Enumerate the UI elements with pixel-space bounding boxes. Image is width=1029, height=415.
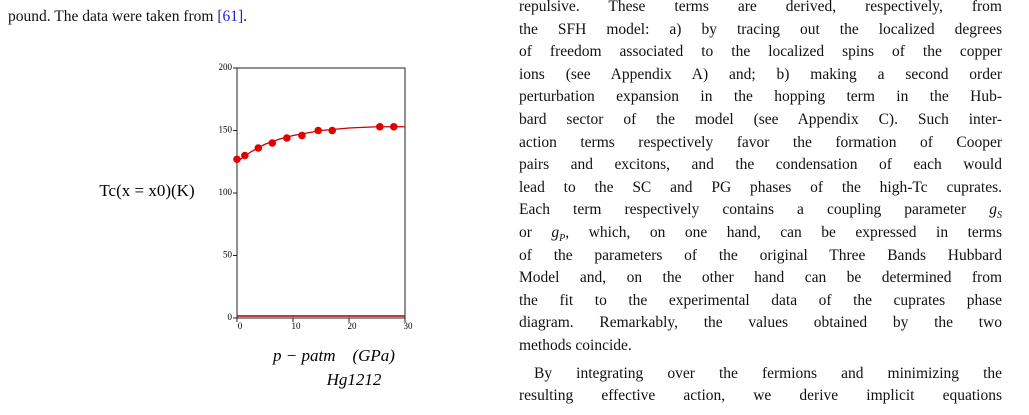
x-tick-label: 30 <box>404 321 414 331</box>
x-tick-label: 10 <box>292 321 302 331</box>
text-line: Model and, on the other hand can be dete… <box>519 268 1002 288</box>
text-line: lead to the SC and PG phases of the high… <box>519 178 1002 198</box>
y-axis-label: Tc(x = x0)(K) <box>99 181 194 200</box>
math-subscript: P <box>559 233 566 245</box>
y-tick-label: 100 <box>219 187 233 197</box>
math: g <box>551 224 560 241</box>
data-point <box>328 126 337 135</box>
text-line: perturbation expansion in the hopping te… <box>519 87 1002 107</box>
data-point <box>233 155 241 164</box>
data-point <box>376 122 384 131</box>
text: of freedom associated to the localized s… <box>519 43 1002 61</box>
caption: Hg1212 <box>326 370 382 389</box>
text-line: By integrating over the fermions and min… <box>534 364 1002 384</box>
text: action terms respectively favor the form… <box>519 133 1002 151</box>
text: the SFH model: a) by tracing out the loc… <box>519 20 1002 38</box>
text-line: pairs and excitons, and the condensation… <box>519 155 1002 175</box>
text: By integrating over the fermions and min… <box>534 364 1002 382</box>
math: g <box>989 201 997 219</box>
text: resulting effective action, we derive im… <box>519 387 1002 405</box>
text-line: of freedom associated to the localized s… <box>519 42 1002 62</box>
math-subscript: S <box>997 210 1002 222</box>
text: perturbation expansion in the hopping te… <box>519 88 1002 106</box>
data-point <box>314 126 323 135</box>
citation[interactable]: [61] <box>217 8 244 25</box>
chart: Tc(x = x0)(K) p − patm (GPa) Hg1212 0 50 1… <box>99 62 414 389</box>
text-line: ions (see Appendix A) and; b) making a s… <box>519 65 1002 85</box>
text: Model and, on the other hand can be dete… <box>519 269 1002 287</box>
text: repulsive. These terms are derived, resp… <box>519 0 1002 15</box>
x-axis-label: p − patm (GPa) <box>272 346 395 365</box>
text: pairs and excitons, and the condensation… <box>519 156 1002 174</box>
text: the fit to the experimental data of the … <box>519 291 1002 309</box>
text: ions (see Appendix A) and; b) making a s… <box>519 65 1002 83</box>
y-tick-label: 150 <box>219 125 233 135</box>
y-tick-label: 50 <box>223 250 233 260</box>
text-line: resulting effective action, we derive im… <box>519 386 1002 406</box>
text: Each term respectively contains a coupli… <box>519 201 990 219</box>
x-tick-label: 20 <box>348 321 358 331</box>
text: pound. The data were taken from <box>8 8 218 25</box>
text-line: the fit to the experimental data of the … <box>519 291 1002 311</box>
text-line: methods coincide. <box>519 336 1002 356</box>
text-line: diagram. Remarkably, the values obtained… <box>519 313 1002 333</box>
text-line: the SFH model: a) by tracing out the loc… <box>519 20 1002 40</box>
data-point <box>241 151 249 160</box>
text-line: pound. The data were taken from [61]. <box>8 7 247 27</box>
text: diagram. Remarkably, the values obtained… <box>519 314 1002 332</box>
data-point <box>390 122 398 131</box>
text: . <box>243 8 248 25</box>
plot-frame <box>236 67 406 319</box>
data-point <box>268 139 277 147</box>
text-line: bard sector of the model (see Appendix C… <box>519 110 1002 130</box>
text-line: repulsive. These terms are derived, resp… <box>519 0 1002 17</box>
text-line: action terms respectively favor the form… <box>519 133 1002 153</box>
data-point <box>254 144 263 152</box>
y-tick-label: 0 <box>228 312 233 322</box>
text-line: or gP, which, on one hand, can be expres… <box>519 223 1002 249</box>
data-point <box>298 131 306 140</box>
y-tick-label: 200 <box>219 62 233 72</box>
text-line: Each term respectively contains a coupli… <box>519 200 1002 226</box>
x-tick-label: 0 <box>238 321 243 331</box>
text: bard sector of the model (see Appendix C… <box>519 111 1002 128</box>
text-line: of the parameters of the original Three … <box>519 246 1002 266</box>
text: lead to the SC and PG phases of the high… <box>519 178 1002 196</box>
text: of the parameters of the original Three … <box>519 246 1002 264</box>
text: , which, on one hand, can be expressed i… <box>565 224 1002 241</box>
text: or <box>519 224 552 241</box>
text: methods coincide. <box>519 337 632 354</box>
data-point <box>283 134 291 142</box>
